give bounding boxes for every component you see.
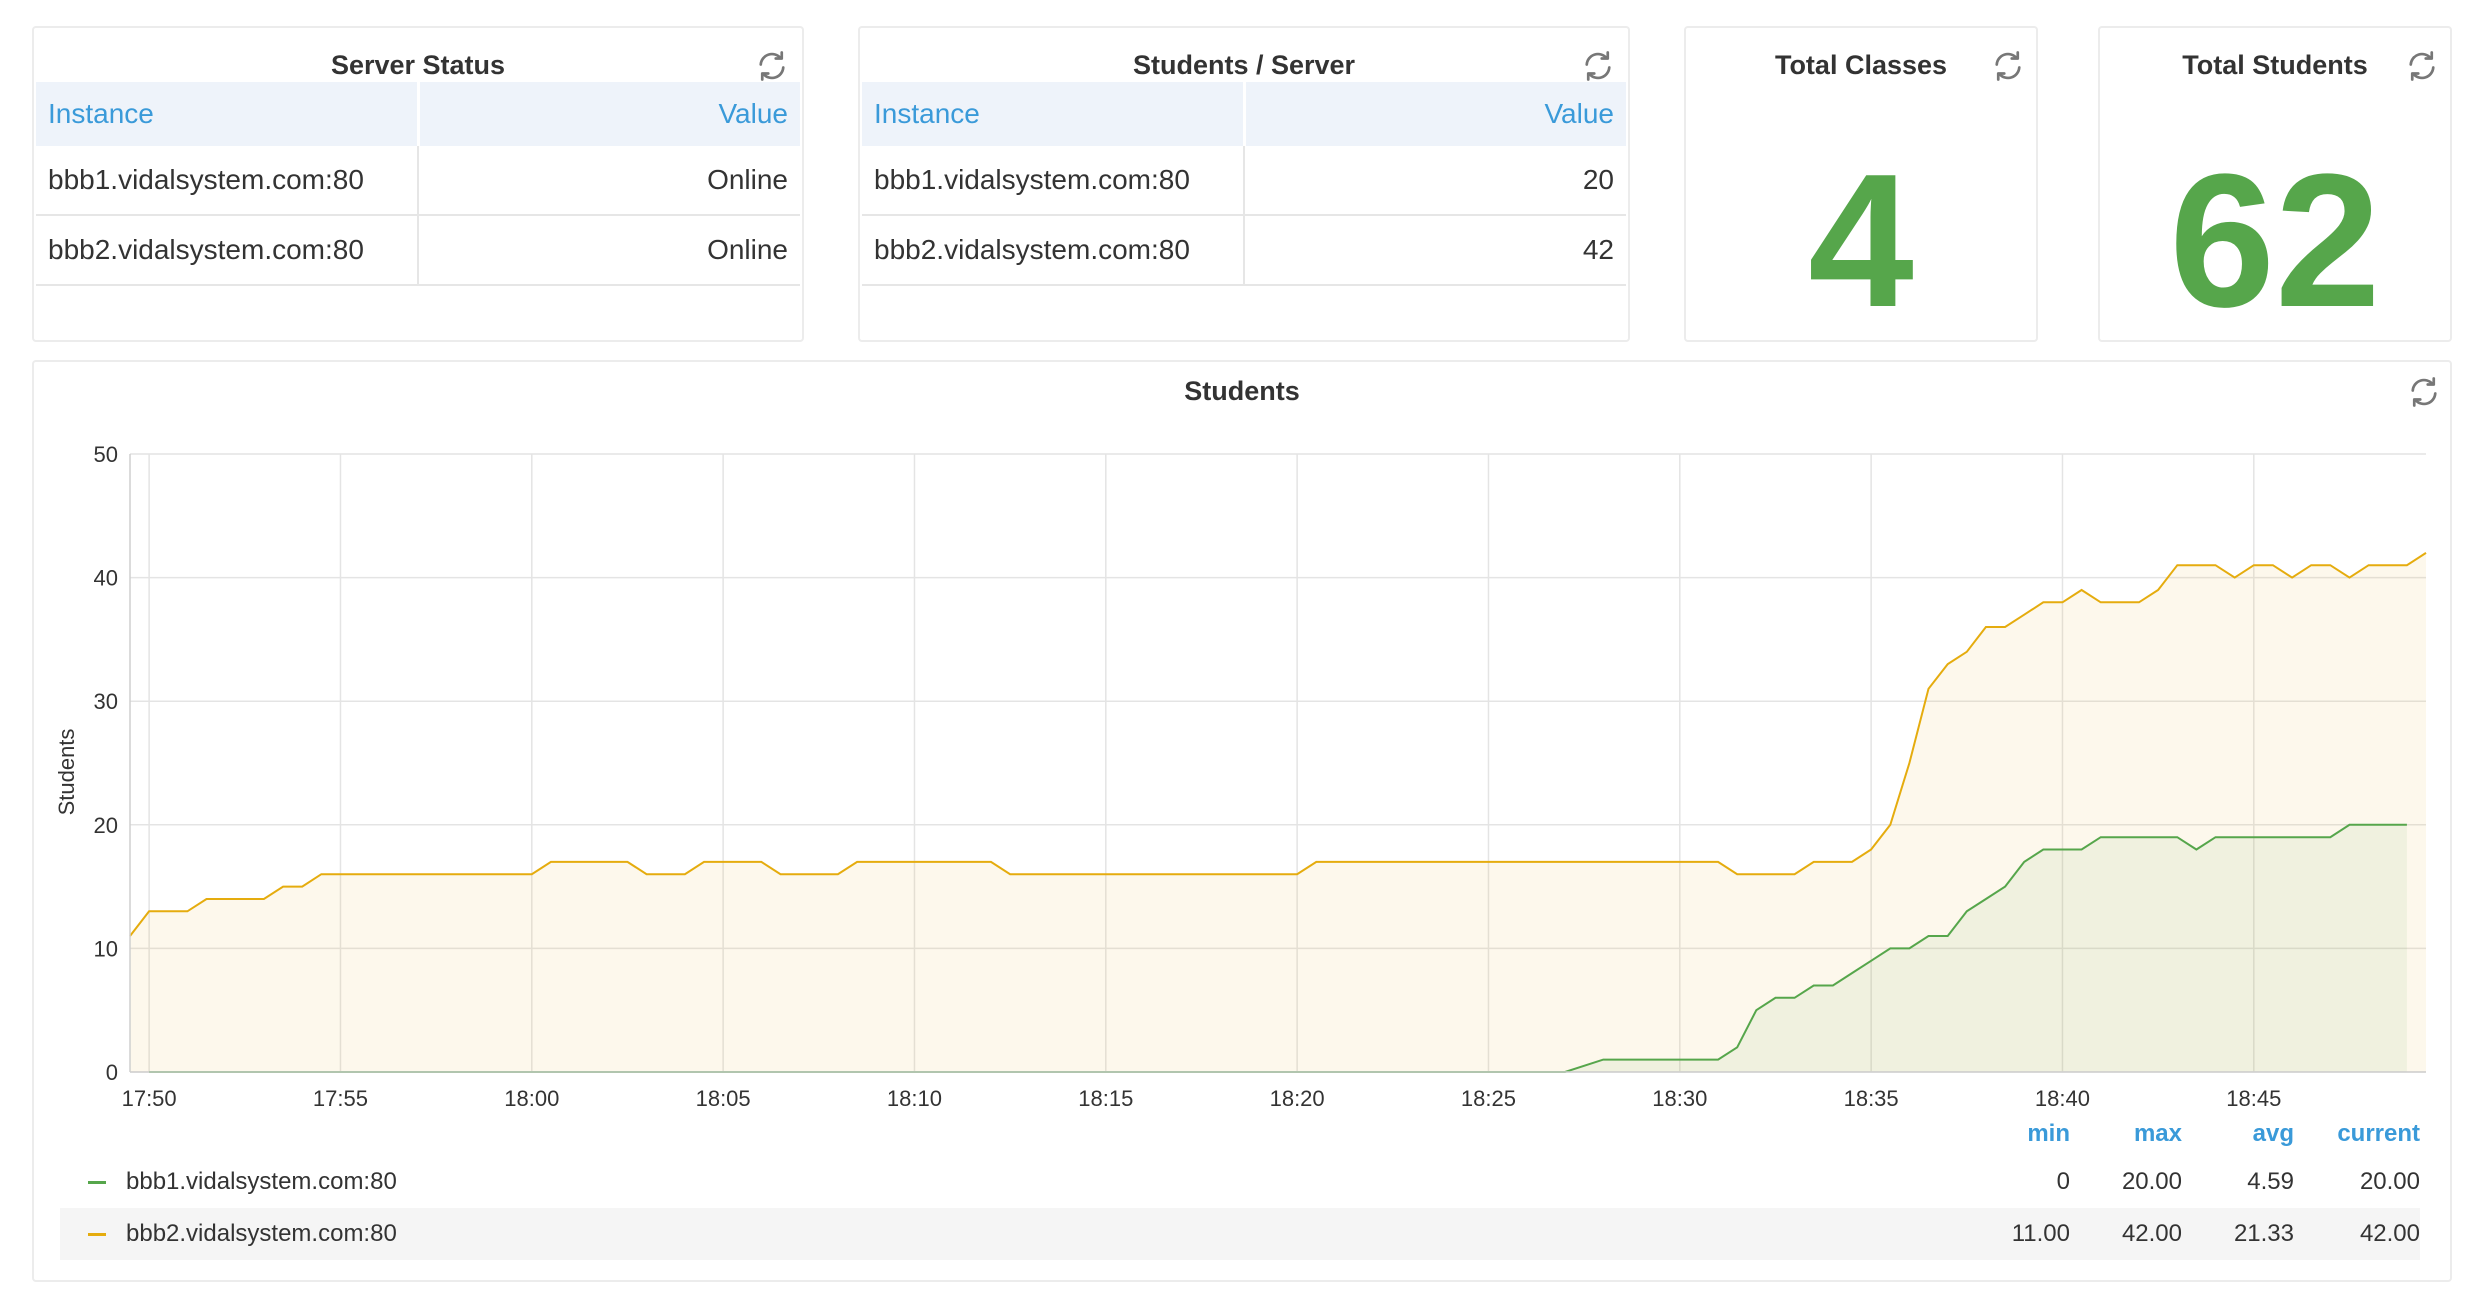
legend-min: 0 [2056, 1168, 2070, 1195]
panel-title: Students / Server [1132, 50, 1356, 80]
chart-title: Students [1184, 376, 1300, 406]
instance-cell: bbb1.vidalsystem.com:80 [862, 146, 1244, 216]
legend-current: 42.00 [2359, 1220, 2420, 1247]
refresh-icon[interactable] [754, 48, 790, 84]
legend-avg: 21.33 [2233, 1220, 2294, 1247]
legend-item[interactable]: bbb2.vidalsystem.com:80 11.00 42.00 21.3… [60, 1208, 2420, 1260]
legend-avg: 4.59 [2247, 1168, 2294, 1195]
legend-swatch [88, 1181, 106, 1184]
legend-max: 42.00 [2121, 1220, 2182, 1247]
column-header-instance[interactable]: Instance [862, 82, 1244, 146]
panel-title: Total Classes [1774, 50, 1948, 80]
column-header-value[interactable]: Value [1242, 82, 1626, 146]
server-status-table: Instance Value bbb1.vidalsystem.com:80 O… [36, 82, 800, 286]
refresh-icon[interactable] [1990, 48, 2026, 84]
column-header-instance[interactable]: Instance [36, 82, 418, 146]
table-row: bbb1.vidalsystem.com:80 Online [36, 146, 800, 216]
status-cell: Online [417, 215, 800, 286]
legend-swatch [88, 1233, 106, 1236]
legend-header-current[interactable]: current [2337, 1120, 2420, 1147]
table-row: bbb2.vidalsystem.com:80 Online [36, 215, 800, 286]
students-server-panel: Students / Server Instance Value bbb1.vi… [858, 26, 1630, 342]
server-status-panel: Server Status Instance Value bbb1.vidals… [32, 26, 804, 342]
table-row: bbb1.vidalsystem.com:80 20 [862, 146, 1626, 216]
panel-title: Server Status [330, 50, 506, 80]
refresh-icon[interactable] [2406, 374, 2442, 410]
instance-cell: bbb2.vidalsystem.com:80 [36, 215, 418, 286]
refresh-icon[interactable] [1580, 48, 1616, 84]
legend-item[interactable]: bbb1.vidalsystem.com:80 0 20.00 4.59 20.… [60, 1156, 2420, 1208]
legend-header-avg[interactable]: avg [2252, 1120, 2294, 1147]
legend-header-max[interactable]: max [2133, 1120, 2182, 1147]
total-students-panel: Total Students 62 [2098, 26, 2452, 342]
column-header-value[interactable]: Value [416, 82, 800, 146]
legend-series-name[interactable]: bbb1.vidalsystem.com:80 [126, 1168, 397, 1195]
total-classes-value: 4 [1808, 135, 1914, 347]
legend-header-min[interactable]: min [2027, 1120, 2070, 1147]
legend-series-name[interactable]: bbb2.vidalsystem.com:80 [126, 1220, 397, 1247]
students-server-table: Instance Value bbb1.vidalsystem.com:80 2… [862, 82, 1626, 286]
total-students-value: 62 [2169, 135, 2381, 347]
legend-current: 20.00 [2359, 1168, 2420, 1195]
refresh-icon[interactable] [2404, 48, 2440, 84]
panel-title: Total Students [2182, 50, 2368, 80]
instance-cell: bbb2.vidalsystem.com:80 [862, 215, 1244, 286]
status-cell: Online [417, 146, 800, 216]
legend-min: 11.00 [2011, 1220, 2070, 1247]
legend-max: 20.00 [2121, 1168, 2182, 1195]
value-cell: 42 [1243, 215, 1626, 286]
instance-cell: bbb1.vidalsystem.com:80 [36, 146, 418, 216]
value-cell: 20 [1243, 146, 1626, 216]
total-classes-panel: Total Classes 4 [1684, 26, 2038, 342]
table-row: bbb2.vidalsystem.com:80 42 [862, 215, 1626, 286]
